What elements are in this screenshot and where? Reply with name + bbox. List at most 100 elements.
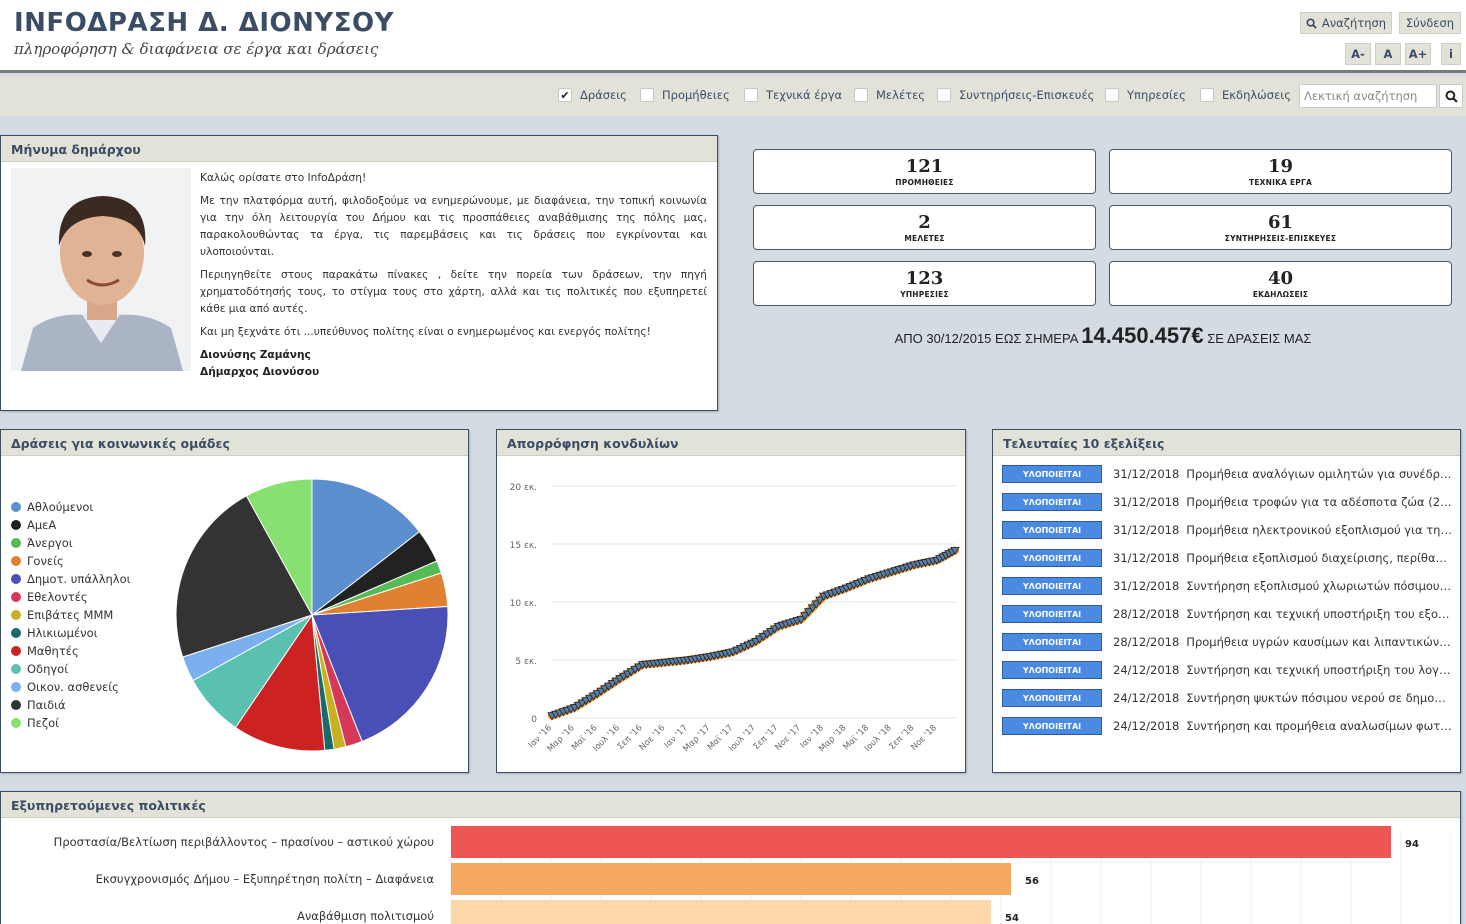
- site-header: INFOΔΡΑΣΗ Δ. ΔΙΟΝΥΣΟΥ πληροφόρηση & διαφ…: [0, 0, 1466, 73]
- pie-slice[interactable]: [311, 478, 421, 617]
- legend-item[interactable]: Δημοτ. υπάλληλοι: [11, 570, 131, 588]
- stat-label: ΜΕΛΕΤΕΣ: [904, 234, 945, 243]
- status-badge: ΥΛΟΠΟΙΕΙΤΑΙ: [1002, 633, 1102, 651]
- filter-ypiresies[interactable]: Υπηρεσίες: [1105, 88, 1186, 102]
- update-date: 31/12/2018: [1113, 467, 1180, 481]
- legend-item[interactable]: Οικον. ασθενείς: [11, 678, 131, 696]
- y-tick-label: 0: [531, 715, 537, 725]
- legend-label: Γονείς: [27, 554, 64, 568]
- policy-bar[interactable]: [451, 863, 1011, 895]
- update-title[interactable]: Προμήθεια υγρών καυσίμων και λιπαντικών …: [1186, 635, 1452, 649]
- update-row[interactable]: ΥΛΟΠΟΙΕΙΤΑΙ 31/12/2018 Προμήθεια ηλεκτρονι…: [1002, 520, 1452, 540]
- update-row[interactable]: ΥΛΟΠΟΙΕΙΤΑΙ 31/12/2018 Συντήρηση εξοπλισμο…: [1002, 576, 1452, 596]
- data-point[interactable]: [811, 600, 821, 609]
- text-search-input[interactable]: [1299, 84, 1437, 108]
- update-title[interactable]: Προμήθεια τροφών για τα αδέσποτα ζώα (20…: [1186, 495, 1452, 509]
- filter-syntiriseis[interactable]: Συντηρήσεις-Επισκευές: [937, 88, 1094, 102]
- update-title[interactable]: Προμήθεια αναλόγιων ομιλητών για συνέδρι…: [1186, 467, 1452, 481]
- text-search-button[interactable]: [1439, 84, 1463, 108]
- update-title[interactable]: Συντήρηση και τεχνική υποστήριξη του λογ…: [1186, 663, 1452, 677]
- stat-box-texnika-erga[interactable]: 19 ΤΕΧΝΙΚΑ ΕΡΓΑ: [1109, 149, 1452, 194]
- data-point[interactable]: [803, 608, 814, 617]
- search-button[interactable]: Αναζήτηση: [1300, 12, 1392, 34]
- legend-label: ΑμεΑ: [27, 518, 57, 532]
- update-title[interactable]: Προμήθεια ηλεκτρονικού εξοπλισμού για τη…: [1186, 523, 1452, 537]
- pie-slice[interactable]: [245, 478, 313, 616]
- stat-box-promitheies[interactable]: 121 ΠΡΟΜΗΘΕΙΕΣ: [753, 149, 1096, 194]
- checkbox-drasis[interactable]: ✔: [558, 88, 572, 102]
- stat-box-ypiresies[interactable]: 123 ΥΠΗΡΕΣΙΕΣ: [753, 261, 1096, 306]
- update-row[interactable]: ΥΛΟΠΟΙΕΙΤΑΙ 24/12/2018 Συντήρηση και τεχνι…: [1002, 660, 1452, 680]
- panel-title: Απορρόφηση κονδυλίων: [497, 430, 965, 456]
- legend-item[interactable]: Μαθητές: [11, 642, 131, 660]
- update-title[interactable]: Συντήρηση εξοπλισμού χλωριωτών πόσιμου ν…: [1186, 579, 1452, 593]
- data-point[interactable]: [815, 596, 825, 605]
- mayor-message-panel: Μήνυμα δημάρχου Καλώς ορίσατε στο InfoΔρ…: [0, 135, 718, 411]
- font-increase-button[interactable]: A+: [1405, 43, 1431, 65]
- pie-slice[interactable]: [234, 613, 326, 752]
- legend-label: Αθλούμενοι: [27, 500, 94, 514]
- panel-title: Εξυπηρετούμενες πολιτικές: [1, 792, 1460, 818]
- legend-item[interactable]: Εθελοντές: [11, 588, 131, 606]
- info-button[interactable]: i: [1441, 43, 1461, 65]
- legend-item[interactable]: ΑμεΑ: [11, 516, 131, 534]
- legend-item[interactable]: Ηλικιωμένοι: [11, 624, 131, 642]
- login-button[interactable]: Σύνδεση: [1399, 12, 1461, 34]
- checkbox-texnika-erga[interactable]: [744, 88, 758, 102]
- update-row[interactable]: ΥΛΟΠΟΙΕΙΤΑΙ 28/12/2018 Προμήθεια υγρών καυ…: [1002, 632, 1452, 652]
- stat-label: ΥΠΗΡΕΣΙΕΣ: [900, 290, 949, 299]
- y-tick-label: 5 εκ.: [515, 657, 537, 667]
- update-title[interactable]: Συντήρηση και τεχνική υποστήριξη του εξο…: [1186, 607, 1452, 621]
- stat-box-ekdiloseis[interactable]: 40 ΕΚΔΗΛΩΣΕΙΣ: [1109, 261, 1452, 306]
- filter-texnika-erga[interactable]: Τεχνικά έργα: [744, 88, 842, 102]
- policies-panel: Εξυπηρετούμενες πολιτικές Προστασία/Βελτ…: [0, 791, 1461, 924]
- font-decrease-button[interactable]: A-: [1345, 43, 1371, 65]
- stat-box-meletes[interactable]: 2 ΜΕΛΕΤΕΣ: [753, 205, 1096, 250]
- totals-summary: ΑΠΟ 30/12/2015 ΕΩΣ ΣΗΜΕΡΑ 14.450.457€ ΣΕ…: [753, 323, 1453, 349]
- legend-label: Εθελοντές: [27, 590, 88, 604]
- checkbox-promitheies[interactable]: [640, 88, 654, 102]
- pie-slice[interactable]: [311, 605, 449, 743]
- update-date: 31/12/2018: [1113, 523, 1180, 537]
- legend-item[interactable]: Επιβάτες ΜΜΜ: [11, 606, 131, 624]
- policy-bar[interactable]: [451, 826, 1391, 858]
- data-point[interactable]: [796, 616, 806, 625]
- mayor-photo: [11, 168, 191, 371]
- update-row[interactable]: ΥΛΟΠΟΙΕΙΤΑΙ 31/12/2018 Προμήθεια αναλόγιων…: [1002, 464, 1452, 484]
- update-title[interactable]: Προμήθεια εξοπλισμού διαχείρισης, περίθα…: [1186, 551, 1452, 565]
- update-row[interactable]: ΥΛΟΠΟΙΕΙΤΑΙ 24/12/2018 Συντήρηση και προμή…: [1002, 716, 1452, 736]
- legend-item[interactable]: Γονείς: [11, 552, 131, 570]
- filter-ekdiloseis[interactable]: Εκδηλώσεις: [1200, 88, 1291, 102]
- data-point[interactable]: [950, 546, 960, 556]
- filter-promitheies[interactable]: Προμήθειες: [640, 88, 730, 102]
- pie-slice[interactable]: [175, 495, 313, 658]
- update-row[interactable]: ΥΛΟΠΟΙΕΙΤΑΙ 28/12/2018 Συντήρηση και τεχνι…: [1002, 604, 1452, 624]
- update-title[interactable]: Συντήρηση ψυκτών πόσιμου νερού σε δημοτι…: [1186, 691, 1452, 705]
- update-row[interactable]: ΥΛΟΠΟΙΕΙΤΑΙ 24/12/2018 Συντήρηση ψυκτών πό…: [1002, 688, 1452, 708]
- data-point[interactable]: [807, 604, 818, 613]
- update-row[interactable]: ΥΛΟΠΟΙΕΙΤΑΙ 31/12/2018 Προμήθεια τροφών γι…: [1002, 492, 1452, 512]
- legend-item[interactable]: Πεζοί: [11, 714, 131, 732]
- data-point[interactable]: [800, 612, 810, 621]
- filter-meletes[interactable]: Μελέτες: [854, 88, 925, 102]
- checkbox-syntiriseis[interactable]: [937, 88, 951, 102]
- totals-prefix: ΑΠΟ 30/12/2015 ΕΩΣ ΣΗΜΕΡΑ: [894, 331, 1078, 346]
- policy-label: Αναβάθμιση πολιτισμού: [296, 909, 434, 923]
- legend-item[interactable]: Παιδιά: [11, 696, 131, 714]
- checkbox-ekdiloseis[interactable]: [1200, 88, 1214, 102]
- checkbox-ypiresies[interactable]: [1105, 88, 1119, 102]
- legend-item[interactable]: Οδηγοί: [11, 660, 131, 678]
- font-normal-button[interactable]: A: [1375, 43, 1401, 65]
- legend-item[interactable]: Άνεργοι: [11, 534, 131, 552]
- site-title[interactable]: INFOΔΡΑΣΗ Δ. ΔΙΟΝΥΣΟΥ: [14, 8, 394, 38]
- policy-bar[interactable]: [451, 900, 991, 924]
- update-title[interactable]: Συντήρηση και προμήθεια αναλωσίμων φωτοτ…: [1186, 719, 1452, 733]
- pie-chart: [175, 478, 449, 752]
- stat-box-syntiriseis[interactable]: 61 ΣΥΝΤΗΡΗΣΕΙΣ-ΕΠΙΣΚΕΥΕΣ: [1109, 205, 1452, 250]
- checkbox-meletes[interactable]: [854, 88, 868, 102]
- legend-item[interactable]: Αθλούμενοι: [11, 498, 131, 516]
- legend-marker: [11, 718, 21, 728]
- update-row[interactable]: ΥΛΟΠΟΙΕΙΤΑΙ 31/12/2018 Προμήθεια εξοπλισμο…: [1002, 548, 1452, 568]
- filter-drasis[interactable]: ✔ Δράσεις: [558, 88, 627, 102]
